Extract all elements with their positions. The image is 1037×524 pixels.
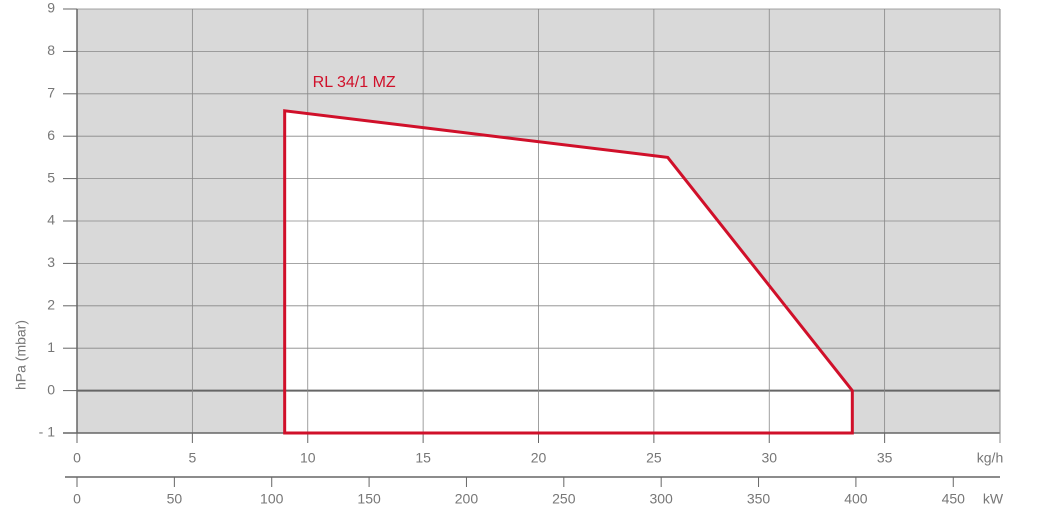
x-tick-label: 5 bbox=[188, 450, 196, 466]
x-tick-label: 20 bbox=[531, 450, 547, 466]
y-tick-label: 7 bbox=[47, 85, 55, 101]
x2-tick-label: 250 bbox=[552, 491, 576, 507]
x-tick-label: 30 bbox=[761, 450, 777, 466]
y-tick-label: 0 bbox=[47, 381, 55, 397]
field-fill bbox=[284, 110, 853, 433]
x-tick-label: 35 bbox=[877, 450, 893, 466]
y-tick-label: 3 bbox=[47, 254, 55, 270]
y-tick-label: 4 bbox=[47, 212, 55, 228]
series-label: RL 34/1 MZ bbox=[313, 74, 396, 91]
x-tick-label: 25 bbox=[646, 450, 662, 466]
x-tick-label: 10 bbox=[300, 450, 316, 466]
field-outline bbox=[283, 109, 854, 435]
y-axis-label: hPa (mbar) bbox=[13, 320, 29, 390]
x2-tick-label: 350 bbox=[747, 491, 771, 507]
y-tick-label: - 1 bbox=[39, 424, 56, 440]
x2-tick-label: 200 bbox=[455, 491, 479, 507]
x2-tick-label: 100 bbox=[260, 491, 284, 507]
x2-tick-label: 400 bbox=[844, 491, 868, 507]
x2-tick-label: 300 bbox=[649, 491, 673, 507]
y-tick-label: 6 bbox=[47, 127, 55, 143]
y-tick-label: 1 bbox=[47, 339, 55, 355]
x2-tick-label: 50 bbox=[167, 491, 183, 507]
y-tick-label: 2 bbox=[47, 297, 55, 313]
x2-tick-label: 450 bbox=[942, 491, 966, 507]
x2-tick-label: 0 bbox=[73, 491, 81, 507]
x2-tick-label: 150 bbox=[357, 491, 381, 507]
x2-axis-label: kW bbox=[983, 491, 1004, 507]
y-tick-label: 9 bbox=[47, 0, 55, 16]
x-axis-label: kg/h bbox=[977, 450, 1003, 466]
y-tick-label: 8 bbox=[47, 42, 55, 58]
y-tick-label: 5 bbox=[47, 169, 55, 185]
x-tick-label: 0 bbox=[73, 450, 81, 466]
x-tick-label: 15 bbox=[415, 450, 431, 466]
